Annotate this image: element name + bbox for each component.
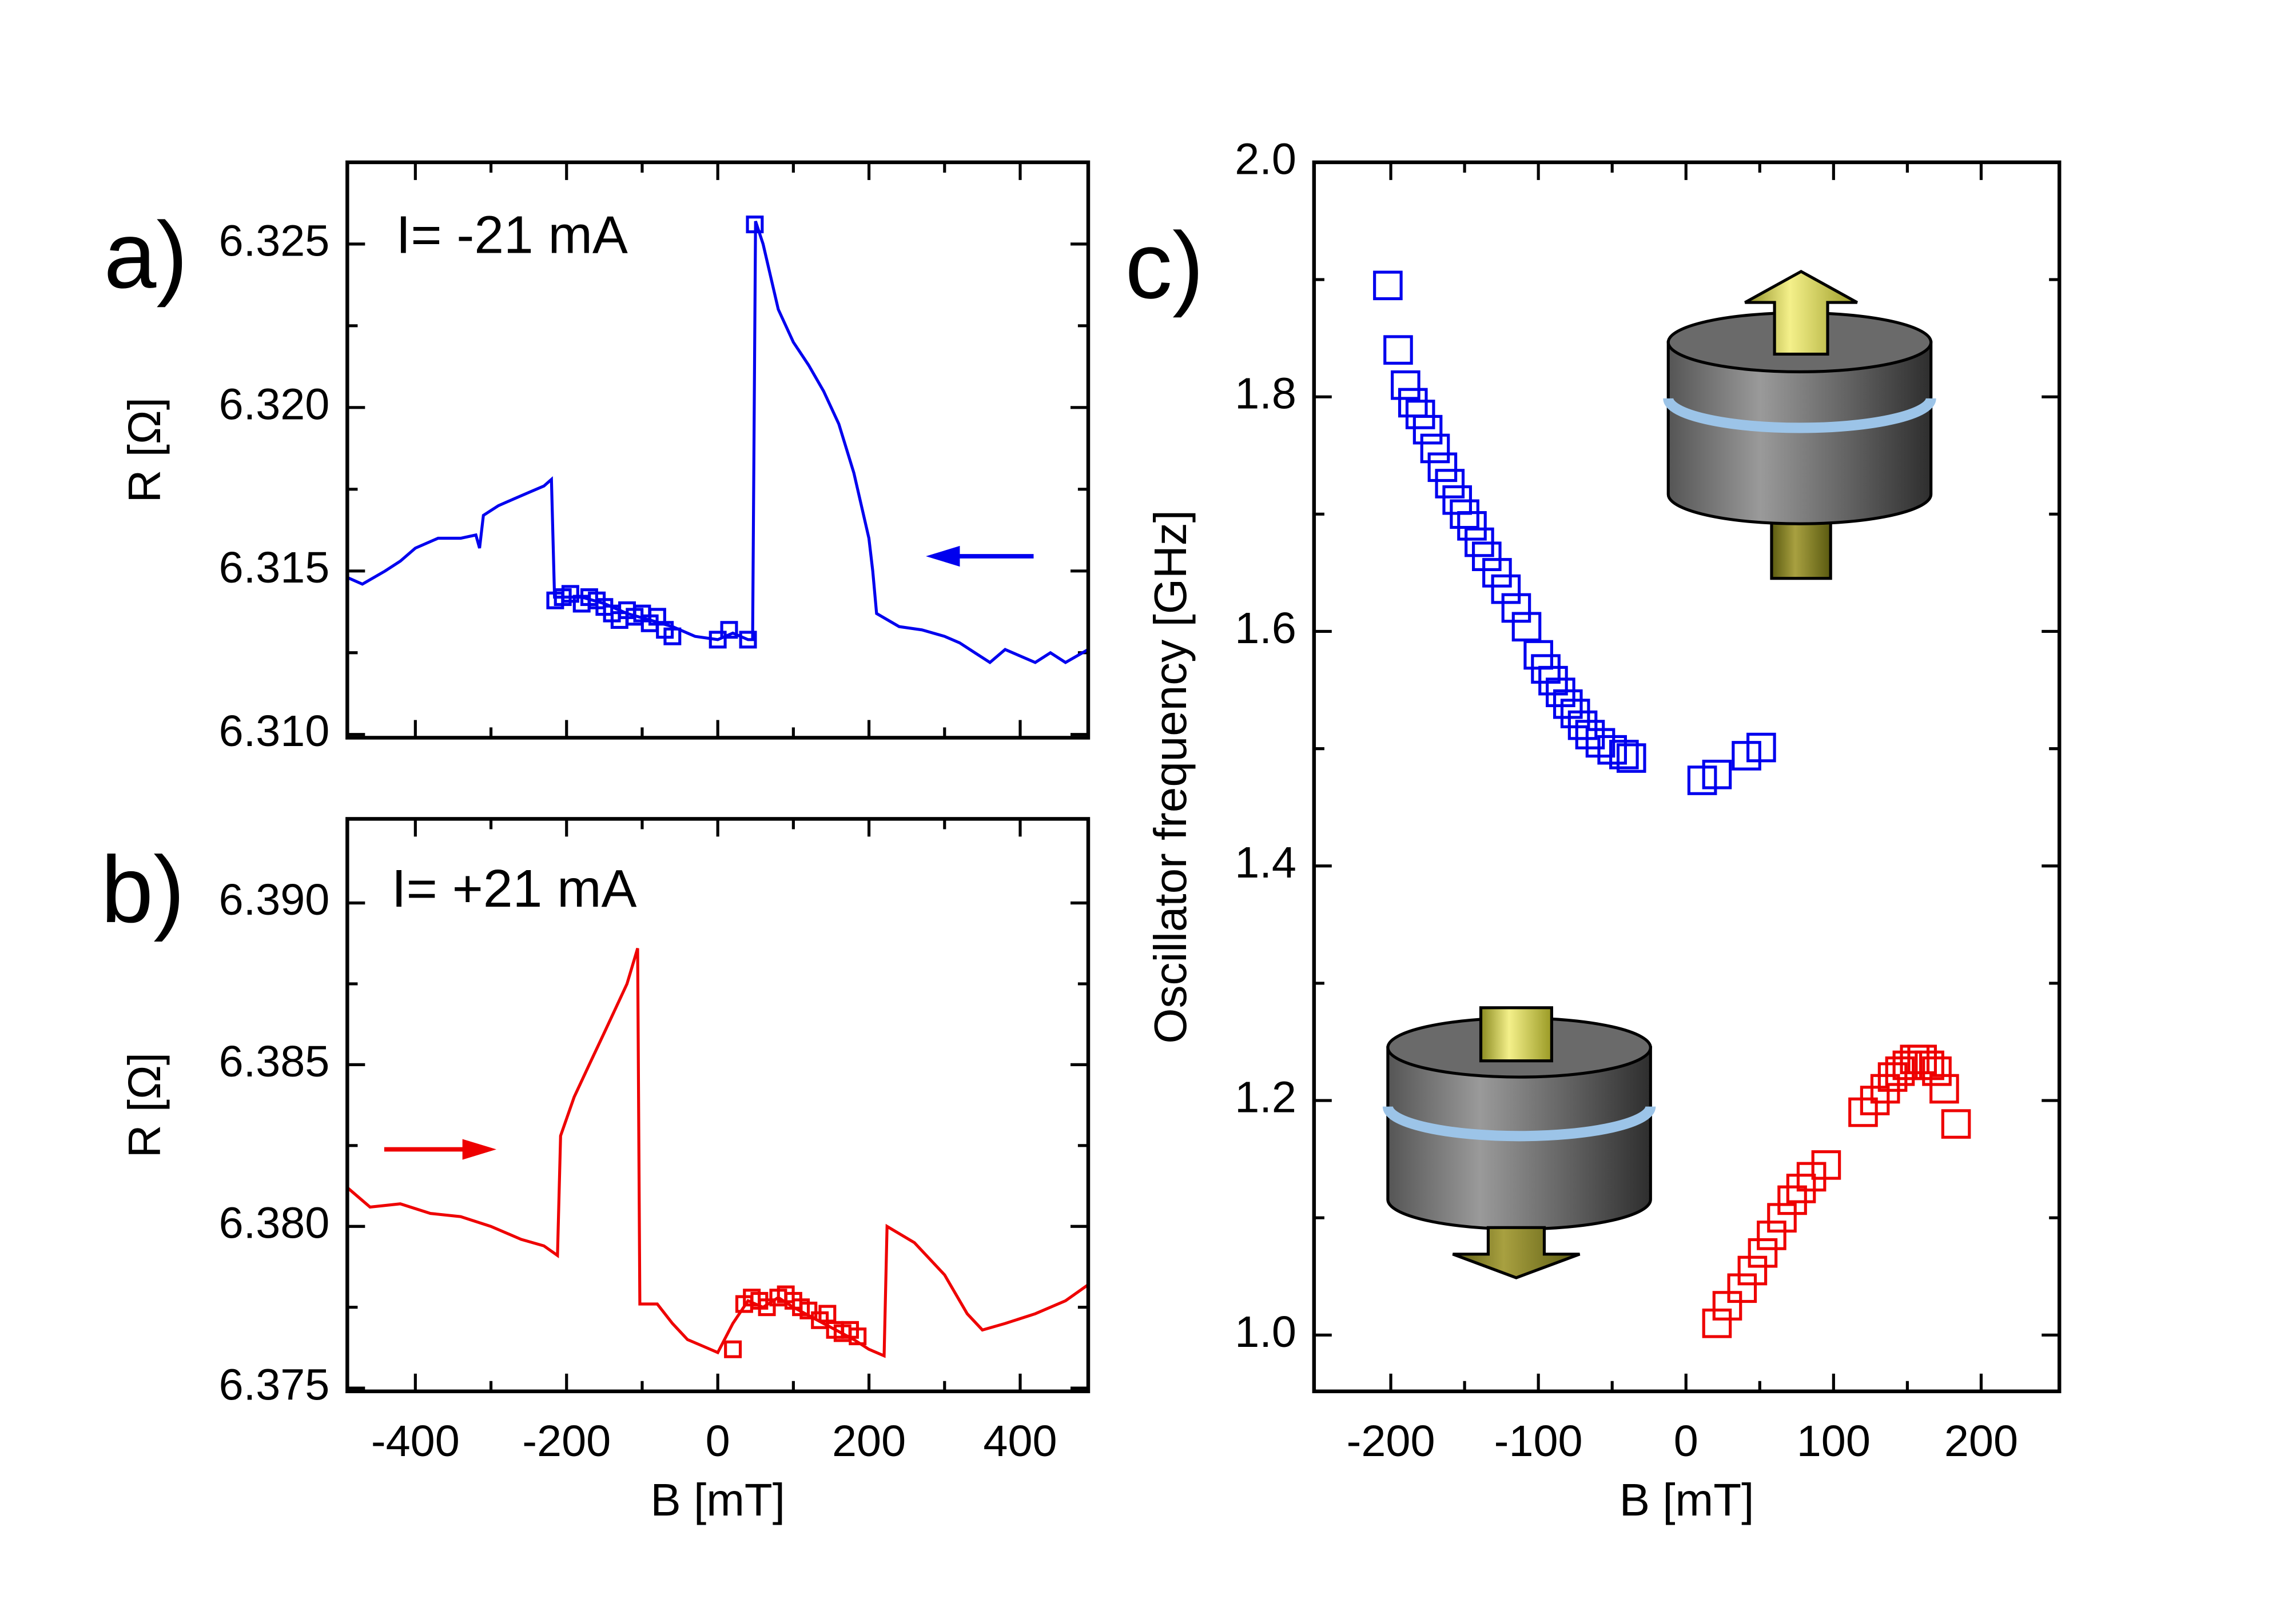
- y-tick-label: 6.385: [219, 1037, 330, 1086]
- y-tick-label: 1.6: [1235, 604, 1296, 653]
- y-tick-label: 6.380: [219, 1199, 330, 1248]
- y-axis-label: Oscillator frequency [GHz]: [1145, 510, 1196, 1044]
- data-square: [739, 631, 757, 649]
- y-tick-label: 1.0: [1235, 1307, 1296, 1357]
- data-square: [1616, 743, 1646, 773]
- x-tick-label: 0: [1674, 1417, 1698, 1466]
- data-square: [1412, 414, 1443, 445]
- data-square: [1383, 335, 1413, 365]
- data-square: [1511, 612, 1542, 642]
- data-square: [1391, 370, 1420, 400]
- panel-label: a): [104, 202, 188, 308]
- data-square: [1746, 732, 1776, 763]
- annotation: I= +21 mA: [392, 859, 637, 918]
- data-square: [1501, 593, 1531, 623]
- y-tick-label: 6.315: [219, 543, 330, 592]
- sweep-arrow-head: [462, 1139, 497, 1160]
- panel-label: c): [1125, 213, 1204, 318]
- magnet-up-icon: [1663, 269, 1936, 580]
- data-square: [724, 1340, 742, 1358]
- axes-frame: [1312, 160, 2062, 1394]
- data-square: [1777, 1185, 1807, 1215]
- data-square: [1575, 720, 1605, 749]
- plot-area: [1373, 270, 1971, 1338]
- x-axis-label: B [mT]: [1619, 1474, 1754, 1525]
- data-square: [709, 631, 727, 649]
- data-square: [799, 1301, 818, 1319]
- data-square: [1737, 1255, 1768, 1286]
- sweep-arrow-head: [926, 545, 960, 567]
- data-square: [1373, 270, 1403, 301]
- y-axis-label: R [Ω]: [119, 1052, 170, 1158]
- data-square: [1405, 400, 1435, 429]
- data-square: [1922, 1056, 1952, 1086]
- panel: -400 -200 0 200 400 6.375 6.380 6.385 6.390 b) I= …: [101, 817, 1091, 1525]
- y-tick-label: 1.2: [1235, 1072, 1296, 1122]
- y-axis-label: R [Ω]: [119, 397, 170, 503]
- data-line: [347, 948, 1088, 1358]
- data-square: [1491, 574, 1521, 604]
- y-tick-label: 6.320: [219, 380, 330, 429]
- data-square: [746, 216, 764, 234]
- x-tick-label: 200: [1944, 1417, 2018, 1466]
- x-tick-label: -400: [371, 1417, 460, 1466]
- data-square: [1860, 1086, 1890, 1115]
- y-tick-label: 1.4: [1235, 838, 1296, 887]
- axes-frame: [345, 160, 1091, 740]
- data-square: [1450, 499, 1479, 529]
- magnet-down-icon: [1382, 1006, 1656, 1279]
- plot-area: [347, 216, 1088, 665]
- x-axis-label: B [mT]: [650, 1474, 785, 1525]
- y-tick-label: 6.325: [219, 216, 330, 265]
- data-square: [1435, 469, 1465, 499]
- data-square: [1941, 1109, 1971, 1139]
- x-tick-label: 100: [1797, 1417, 1871, 1466]
- x-tick-label: 200: [832, 1417, 906, 1466]
- data-square: [1757, 1221, 1786, 1250]
- data-square: [1427, 452, 1458, 482]
- data-square: [1786, 1174, 1816, 1203]
- data-square: [1567, 710, 1598, 740]
- annotation: I= -21 mA: [396, 205, 628, 265]
- data-square: [1727, 1273, 1757, 1303]
- data-square: [1702, 759, 1732, 789]
- y-tick-label: 1.8: [1235, 369, 1296, 418]
- data-square: [663, 627, 682, 645]
- axes-frame: [345, 817, 1091, 1394]
- data-square: [1472, 541, 1502, 571]
- y-tick-label: 6.310: [219, 707, 330, 756]
- data-square: [1929, 1074, 1959, 1104]
- y-tick-label: 6.390: [219, 875, 330, 924]
- data-line: [347, 221, 1088, 665]
- data-square: [1482, 558, 1512, 588]
- data-square: [561, 585, 579, 603]
- data-square: [1420, 433, 1450, 464]
- y-tick-label: 6.375: [219, 1361, 330, 1410]
- data-square: [758, 1298, 776, 1317]
- y-tick-label: 2.0: [1235, 134, 1296, 184]
- data-square: [1609, 740, 1639, 769]
- data-square: [1811, 1150, 1841, 1180]
- plot-area: [347, 948, 1088, 1358]
- panel-label: b): [101, 837, 185, 943]
- data-square: [849, 1327, 867, 1346]
- x-tick-label: -200: [522, 1417, 611, 1466]
- panel: 6.310 6.315 6.320 6.325 a) I= -21 mA R [Ω]: [104, 160, 1091, 756]
- panel: -200 -100 0 100 200 1.0 1.2 1.4 1.6 1.8 2.0 c) Oscil…: [1125, 134, 2062, 1525]
- data-square: [1767, 1203, 1797, 1233]
- data-square: [1702, 1309, 1732, 1338]
- x-tick-label: 0: [706, 1417, 730, 1466]
- x-tick-label: -100: [1494, 1417, 1583, 1466]
- data-square: [720, 621, 738, 639]
- data-square: [1748, 1238, 1778, 1268]
- x-tick-label: -200: [1347, 1417, 1435, 1466]
- x-tick-label: 400: [983, 1417, 1057, 1466]
- data-square: [1398, 388, 1428, 418]
- data-square: [1457, 511, 1487, 541]
